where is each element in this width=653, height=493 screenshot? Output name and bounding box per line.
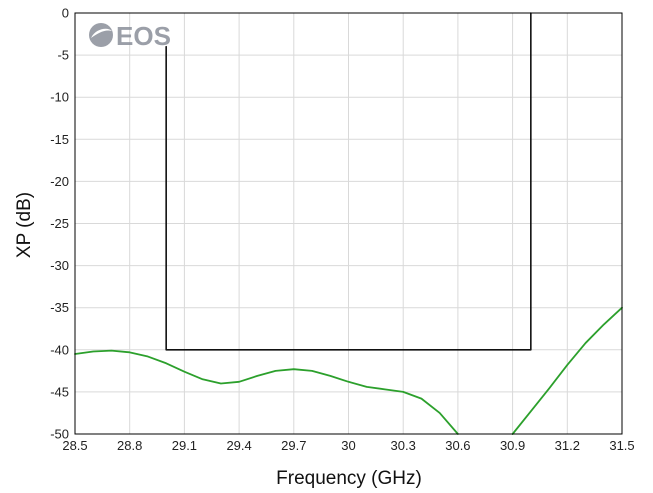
- x-tick-label: 30: [341, 438, 355, 453]
- y-tick-label: 0: [62, 6, 69, 21]
- series-0-line-segment-1: [511, 306, 623, 435]
- x-axis-title: Frequency (GHz): [276, 468, 422, 489]
- x-tick-label: 29.1: [172, 438, 197, 453]
- y-tick-label: -5: [57, 48, 69, 63]
- eos-logo-icon: [89, 23, 113, 47]
- y-tick-label: -40: [50, 342, 69, 357]
- logo-text: EOS: [116, 21, 171, 51]
- y-tick-label: -25: [50, 216, 69, 231]
- eos-logo: EOS: [89, 21, 171, 51]
- y-axis-title: XP (dB): [14, 192, 35, 258]
- x-tick-label: 28.5: [62, 438, 87, 453]
- x-tick-label: 31.5: [609, 438, 634, 453]
- y-tick-label: -35: [50, 300, 69, 315]
- y-tick-label: -50: [50, 427, 69, 442]
- x-tick-label: 30.9: [500, 438, 525, 453]
- y-tick-label: -45: [50, 384, 69, 399]
- x-tick-label: 29.7: [281, 438, 306, 453]
- series-0-line-segment-0: [74, 349, 459, 435]
- x-tick-label: 28.8: [117, 438, 142, 453]
- y-tick-label: -20: [50, 174, 69, 189]
- eos-logo-swoosh: [91, 28, 112, 38]
- x-tick-label: 29.4: [226, 438, 251, 453]
- series-1-line-segment-0: [165, 12, 532, 351]
- y-tick-label: -30: [50, 258, 69, 273]
- series-layer: [74, 12, 623, 435]
- x-tick-label: 31.2: [555, 438, 580, 453]
- x-tick-label: 30.6: [445, 438, 470, 453]
- y-tick-label: -15: [50, 132, 69, 147]
- grid: [74, 12, 623, 435]
- y-tick-label: -10: [50, 90, 69, 105]
- plot-frame: [74, 12, 623, 435]
- x-tick-label: 30.3: [391, 438, 416, 453]
- tick-labels: 28.5 28.8 29.1 29.4 29.7 30 30.3 30.6 30.9 31.2 31…: [50, 6, 634, 454]
